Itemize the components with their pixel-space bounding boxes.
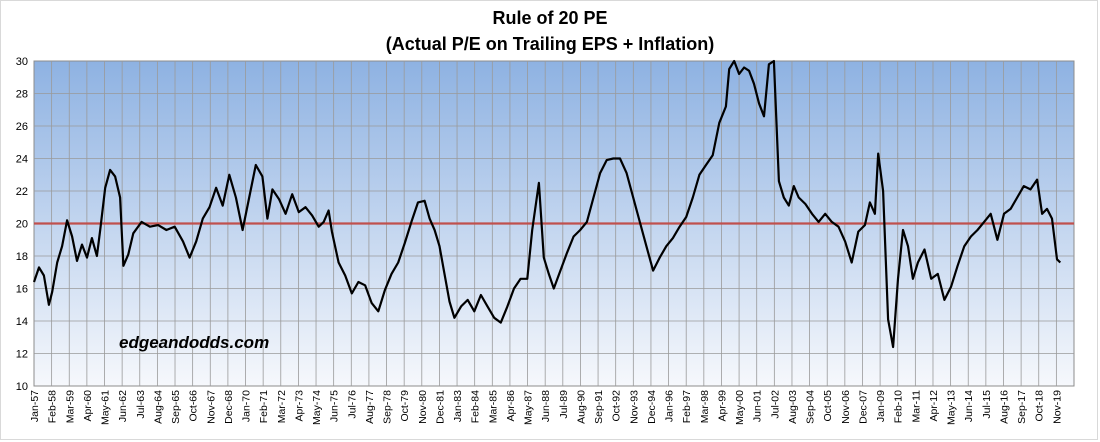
x-tick-label: Mar-11: [910, 390, 922, 423]
chart-title: Rule of 20 PE: [492, 8, 608, 28]
x-tick-label: Feb-97: [681, 390, 693, 423]
y-tick-label: 12: [16, 349, 28, 361]
x-tick-label: Nov-93: [628, 390, 640, 424]
x-tick-label: Mar-98: [699, 390, 711, 423]
x-tick-label: Sep-78: [382, 390, 394, 424]
x-tick-label: Jan-09: [875, 390, 887, 422]
x-tick-label: Feb-84: [470, 390, 482, 423]
x-tick-label: Aug-16: [998, 390, 1010, 424]
y-tick-label: 28: [16, 89, 28, 101]
x-tick-label: May-61: [100, 390, 112, 425]
x-tick-label: Jun-62: [117, 390, 129, 422]
y-tick-label: 22: [16, 186, 28, 198]
y-tick-label: 14: [16, 316, 28, 328]
x-tick-label: Jun-75: [329, 390, 341, 422]
x-tick-label: Apr-73: [293, 390, 305, 422]
x-tick-label: Jan-83: [452, 390, 464, 422]
y-tick-label: 18: [16, 251, 28, 263]
x-tick-label: Dec-68: [223, 390, 235, 424]
y-tick-label: 10: [16, 381, 28, 393]
x-tick-label: Dec-07: [857, 390, 869, 424]
x-tick-label: Sep-04: [805, 390, 817, 424]
x-tick-label: Apr-12: [928, 390, 940, 422]
x-tick-label: Jun-88: [540, 390, 552, 422]
x-tick-label: Aug-03: [787, 390, 799, 424]
y-tick-label: 30: [16, 56, 28, 68]
x-tick-label: Jul-02: [769, 390, 781, 419]
x-tick-label: Oct-66: [188, 390, 200, 422]
x-tick-label: Jun-01: [752, 390, 764, 422]
x-tick-label: Nov-19: [1051, 390, 1063, 424]
x-tick-label: Aug-77: [364, 390, 376, 424]
y-tick-label: 26: [16, 121, 28, 133]
chart-subtitle: (Actual P/E on Trailing EPS + Inflation): [385, 34, 715, 54]
x-tick-label: Jul-15: [981, 390, 993, 419]
x-tick-label: Nov-06: [840, 390, 852, 424]
x-tick-label: Nov-80: [417, 390, 429, 424]
x-tick-label: Aug-64: [152, 390, 164, 424]
y-tick-label: 16: [16, 284, 28, 296]
x-tick-label: Jan-57: [29, 390, 41, 422]
x-tick-label: Jan-96: [664, 390, 676, 422]
x-tick-label: Dec-94: [646, 390, 658, 424]
x-tick-label: May-13: [946, 390, 958, 425]
watermark-text: edgeandodds.com: [119, 333, 269, 352]
x-tick-label: Feb-58: [47, 390, 59, 423]
x-tick-label: Mar-72: [276, 390, 288, 423]
y-tick-label: 24: [16, 154, 28, 166]
x-tick-label: Oct-18: [1034, 390, 1046, 422]
x-tick-label: Oct-05: [822, 390, 834, 422]
x-tick-label: Apr-99: [716, 390, 728, 422]
x-tick-label: Oct-92: [611, 390, 623, 422]
x-tick-label: Jun-14: [963, 390, 975, 422]
x-tick-label: May-74: [311, 390, 323, 425]
y-tick-label: 20: [16, 219, 28, 231]
x-tick-label: Sep-65: [170, 390, 182, 424]
x-tick-label: Apr-60: [82, 390, 94, 422]
x-tick-label: Mar-59: [64, 390, 76, 423]
x-tick-label: May-87: [523, 390, 535, 425]
x-tick-label: Jan-70: [241, 390, 253, 422]
x-tick-label: Oct-79: [399, 390, 411, 422]
x-tick-label: Mar-85: [487, 390, 499, 423]
x-tick-label: Jul-63: [135, 390, 147, 419]
series-line-pe: [32, 59, 1062, 349]
x-tick-label: Apr-86: [505, 390, 517, 422]
x-tick-label: Jul-89: [558, 390, 570, 419]
x-tick-label: Jul-76: [346, 390, 358, 419]
x-tick-label: Sep-17: [1016, 390, 1028, 424]
x-tick-label: Aug-90: [575, 390, 587, 424]
x-tick-label: Nov-67: [205, 390, 217, 424]
x-tick-label: Feb-10: [893, 390, 905, 423]
x-tick-label: May-00: [734, 390, 746, 425]
x-tick-label: Feb-71: [258, 390, 270, 423]
x-tick-label: Dec-81: [434, 390, 446, 424]
x-tick-label: Sep-91: [593, 390, 605, 424]
